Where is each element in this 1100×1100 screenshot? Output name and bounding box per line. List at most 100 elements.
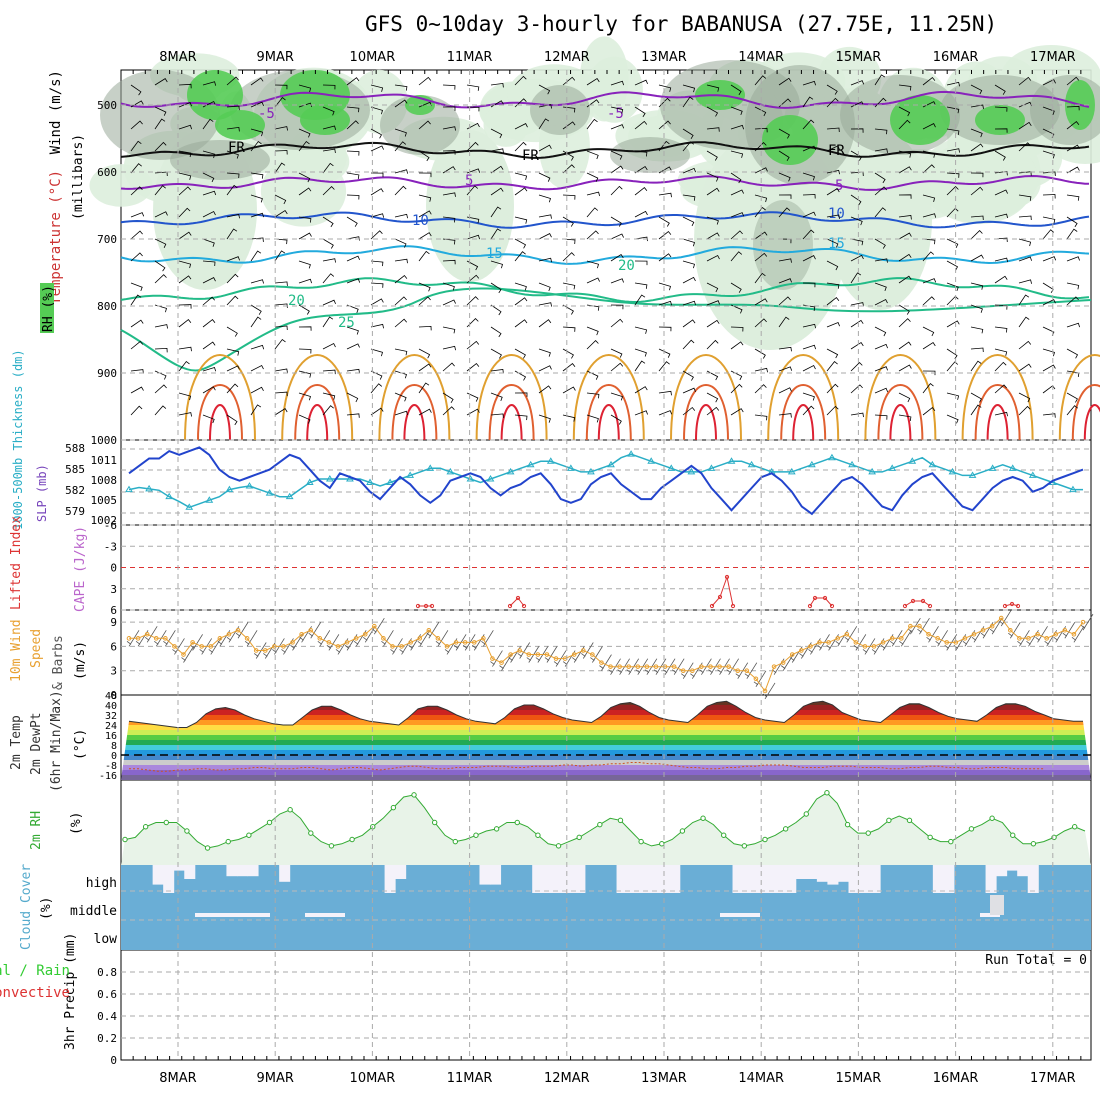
date-label-top: 8MAR <box>159 50 196 65</box>
isotherm-35 <box>974 383 1021 441</box>
wind-barb <box>514 282 527 291</box>
wind-barb <box>994 411 1008 417</box>
wind-barb <box>634 326 648 334</box>
upper-y-tick: 700 <box>97 233 117 246</box>
thickness-point <box>848 460 856 468</box>
wind-barb <box>586 392 600 399</box>
wind-barb <box>754 348 766 359</box>
wind-barb <box>874 387 889 394</box>
wind-barb <box>778 387 792 394</box>
wind-barb <box>874 298 888 306</box>
wind-speed-point <box>135 636 141 641</box>
wind-barb <box>970 172 984 178</box>
wind-barb <box>802 96 814 108</box>
rh2m-unit: (%) <box>69 812 84 835</box>
wind-barb <box>202 81 217 86</box>
rh2m-point <box>349 836 355 843</box>
upper-y-tick: 500 <box>97 99 117 112</box>
isotherm-40 <box>792 403 815 441</box>
wind-barb <box>778 77 792 86</box>
date-label-top: 11MAR <box>447 50 493 65</box>
wind-barb <box>442 259 456 265</box>
wind-y-tick: 3 <box>110 665 117 678</box>
wind-barb <box>970 347 984 353</box>
wind-barb <box>370 128 383 139</box>
wind-barb <box>418 382 430 394</box>
wind-speed-point <box>853 640 859 645</box>
wind-barb <box>586 414 599 423</box>
wind-barb <box>154 370 167 380</box>
temp-band <box>121 725 1091 730</box>
wind-barb <box>490 260 503 269</box>
wind-speed-point <box>889 636 895 641</box>
wind-speed-point <box>481 636 486 641</box>
rh2m-point <box>782 826 789 832</box>
wind-speed-point <box>426 627 432 633</box>
chart-title: GFS 0~10day 3-hourly for BABANUSA (27.75… <box>365 12 998 36</box>
wind-barb <box>730 230 743 240</box>
lifted-index-point <box>829 603 835 609</box>
wind-label-b: Speed <box>29 629 44 668</box>
wind-speed-point <box>190 640 195 645</box>
wind-barb <box>946 361 959 372</box>
wind-speed-point <box>826 640 831 645</box>
wind-barb-10m <box>317 630 331 647</box>
wind-barb <box>562 348 574 359</box>
wind-barb <box>1066 228 1078 240</box>
temp-band <box>121 745 1091 750</box>
wind-speed-point <box>444 644 450 649</box>
lifted-index-point <box>709 603 715 609</box>
wind-barb <box>466 216 480 224</box>
cloud-high-gap <box>795 865 807 879</box>
wind-barb <box>898 318 911 328</box>
wind-barb <box>394 318 408 328</box>
wind-barb <box>634 236 648 242</box>
wind-barb <box>874 414 888 420</box>
lifted-index-point <box>902 603 908 609</box>
wind-barb <box>322 186 335 196</box>
wind-barb <box>658 300 673 306</box>
rh2m-point <box>390 804 397 811</box>
slp-tick: 1005 <box>91 494 118 507</box>
wind-barb <box>970 215 984 221</box>
slp-label-thickness: 1000-500mb Thickness (dm) <box>11 349 25 530</box>
rh-shade-green <box>215 110 265 140</box>
wind-speed-point <box>735 668 741 674</box>
wind-barb <box>514 370 527 381</box>
wind-speed-point <box>499 660 504 665</box>
date-label-bottom: 15MAR <box>836 1071 882 1086</box>
isotherms: -5-55510101515202025FRFRFR <box>120 90 1092 372</box>
wind-barb <box>418 363 432 372</box>
cloud-high-gap <box>173 865 185 871</box>
wind-barb-10m <box>244 630 258 647</box>
wind-barb <box>130 84 142 96</box>
thickness-tick: 579 <box>65 505 85 518</box>
wind-barb <box>826 260 839 271</box>
wind-barbs <box>130 74 1080 426</box>
wind-barb <box>874 343 888 350</box>
wind-barb <box>634 150 648 157</box>
lifted-index-point <box>717 594 723 600</box>
wind-barb <box>658 253 672 262</box>
wind-barb <box>778 98 791 108</box>
wind-speed-point <box>1053 631 1059 637</box>
temp-band <box>121 770 1091 775</box>
isotherm-30 <box>1058 353 1100 441</box>
isotherm-40 <box>1083 403 1100 441</box>
wind-speed-point <box>726 664 731 669</box>
date-label-bottom: 12MAR <box>544 1071 590 1086</box>
cloud-high-gap <box>152 865 164 885</box>
wind-barb-10m <box>499 654 512 671</box>
wind-barb <box>418 150 430 162</box>
wind-barb <box>946 392 960 400</box>
slp-tick: 1011 <box>91 454 118 467</box>
isotherm-label: 10 <box>828 206 845 222</box>
wind-barb <box>562 121 576 130</box>
wind-barb <box>370 407 384 416</box>
wind-barb <box>442 299 456 306</box>
wind-barb-10m <box>426 622 440 639</box>
rh-shade <box>586 56 643 123</box>
wind-speed-point <box>1017 636 1022 641</box>
wind-barb <box>970 128 983 138</box>
wind-speed-point <box>163 636 168 641</box>
